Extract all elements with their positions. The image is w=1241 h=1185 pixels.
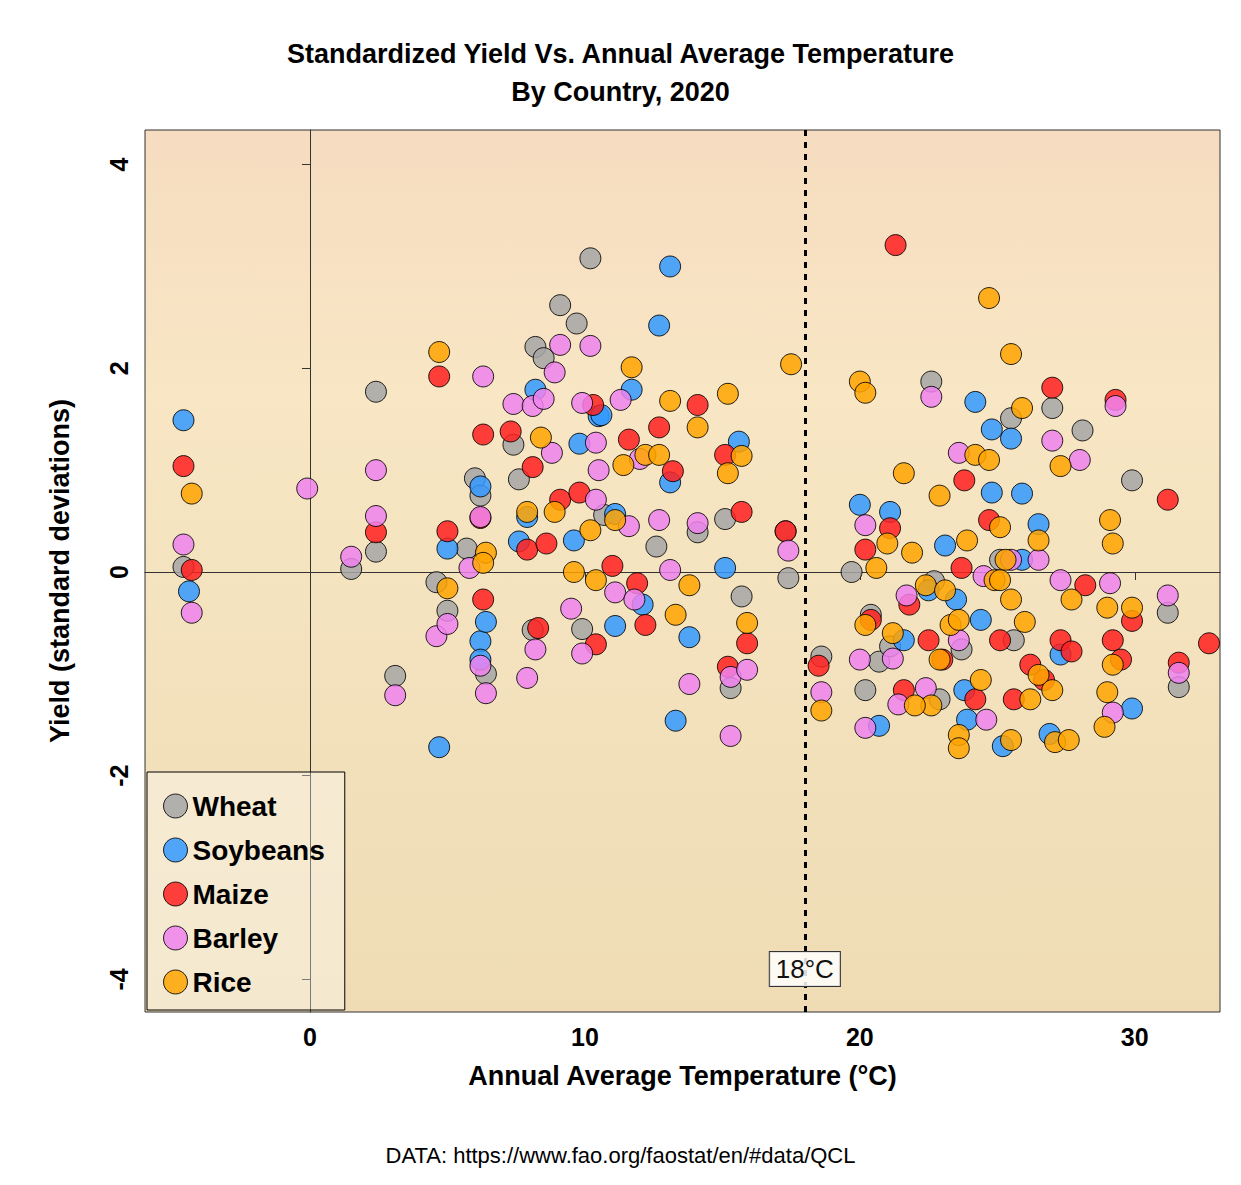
svg-text:0: 0 — [105, 565, 133, 579]
svg-text:30: 30 — [1121, 1023, 1149, 1051]
svg-text:Yield (standard deviations): Yield (standard deviations) — [45, 399, 75, 743]
svg-text:Soybeans: Soybeans — [193, 835, 325, 866]
svg-text:Annual Average Temperature (°C: Annual Average Temperature (°C) — [468, 1061, 896, 1091]
svg-text:By Country, 2020: By Country, 2020 — [511, 77, 730, 107]
svg-text:-4: -4 — [105, 968, 133, 990]
svg-text:Rice: Rice — [193, 967, 252, 998]
svg-text:10: 10 — [571, 1023, 599, 1051]
svg-text:20: 20 — [846, 1023, 874, 1051]
svg-text:0: 0 — [303, 1023, 317, 1051]
svg-text:DATA: https://www.fao.org/faos: DATA: https://www.fao.org/faostat/en/#da… — [386, 1143, 856, 1168]
svg-text:Maize: Maize — [193, 879, 269, 910]
svg-text:-2: -2 — [105, 765, 133, 787]
svg-text:18°C: 18°C — [776, 954, 834, 984]
svg-text:Barley: Barley — [193, 923, 279, 954]
svg-text:4: 4 — [105, 158, 133, 172]
svg-text:Standardized Yield Vs. Annual: Standardized Yield Vs. Annual Average Te… — [287, 39, 954, 69]
svg-text:2: 2 — [105, 361, 133, 375]
svg-text:Wheat: Wheat — [193, 791, 277, 822]
